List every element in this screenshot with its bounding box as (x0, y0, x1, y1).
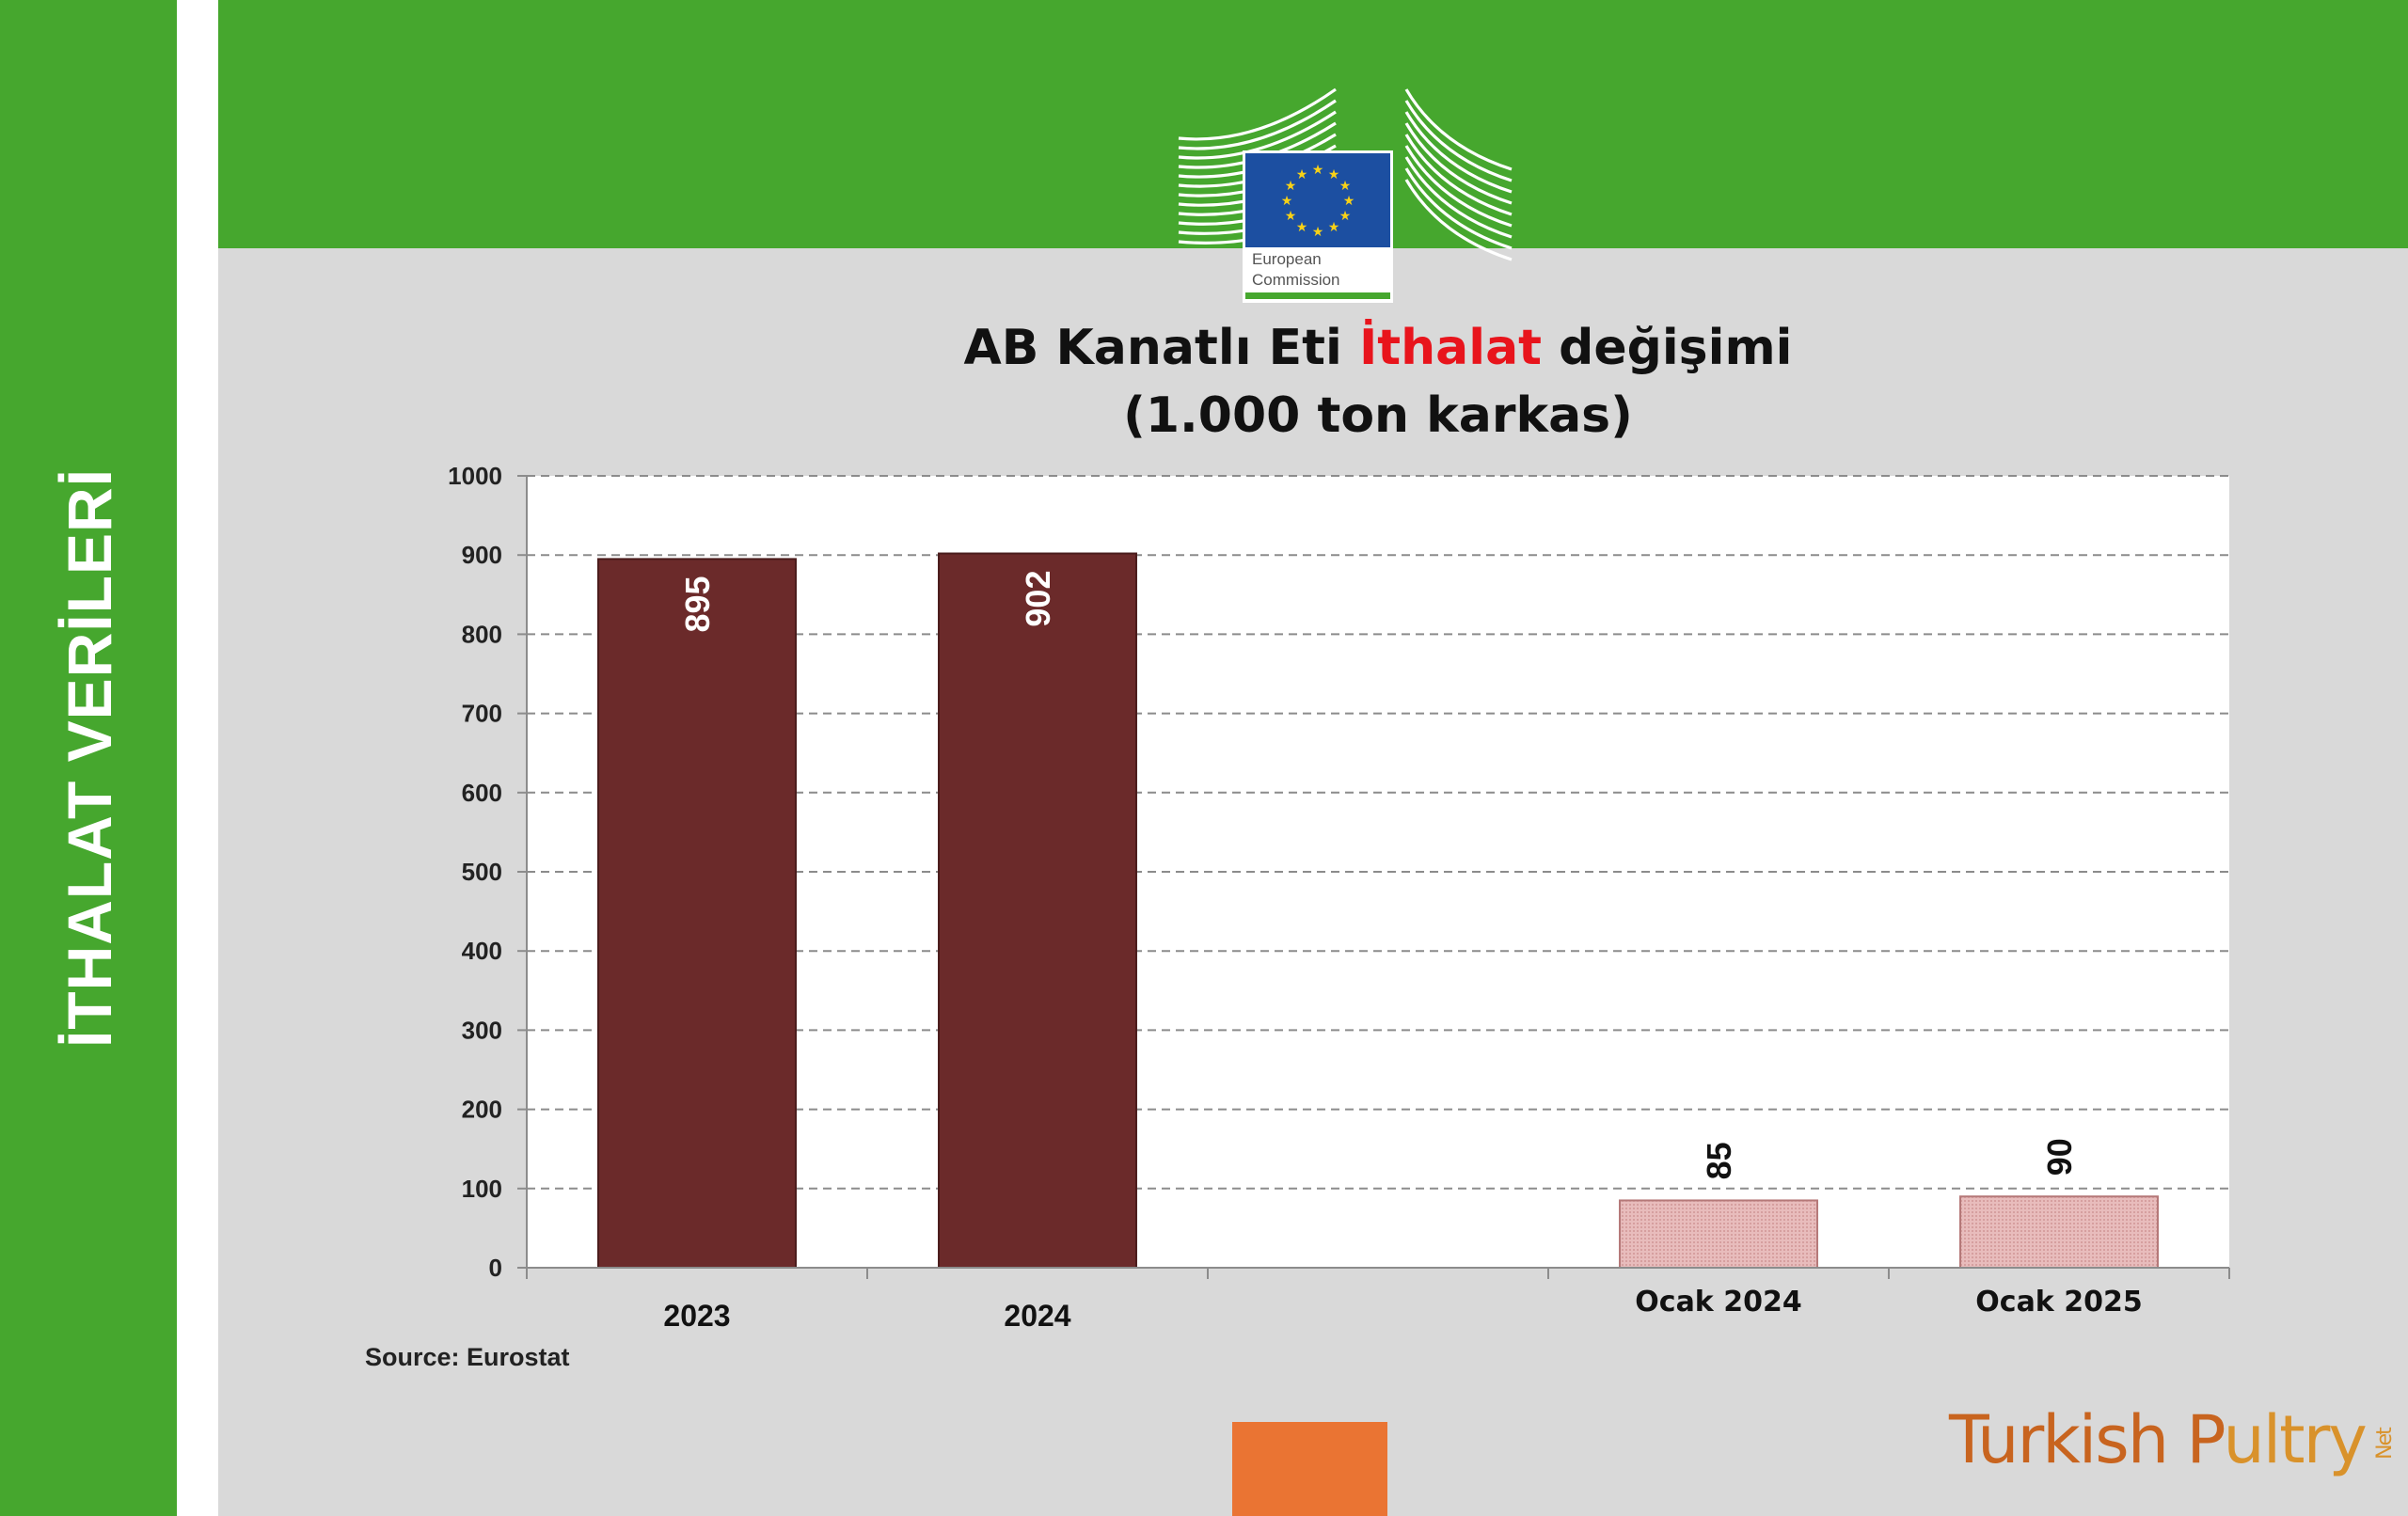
y-tick-label: 600 (462, 779, 502, 807)
svg-text:★: ★ (1296, 220, 1308, 235)
svg-text:★: ★ (1328, 220, 1340, 235)
svg-text:★: ★ (1296, 167, 1308, 182)
sidebar (0, 0, 177, 1516)
y-tick-label: 200 (462, 1096, 502, 1124)
sidebar-divider (177, 0, 218, 1516)
svg-text:★: ★ (1312, 225, 1324, 240)
brand-logo: Turkish Pultry Net (1949, 1401, 2400, 1478)
x-tick-label: 2024 (1004, 1299, 1070, 1333)
logo-text-line1: European (1252, 250, 1322, 268)
y-tick-label: 400 (462, 937, 502, 965)
svg-text:★: ★ (1339, 209, 1352, 224)
bar-value-label: 895 (678, 576, 717, 632)
chart-title-part1: AB Kanatlı Eti (963, 320, 1359, 376)
svg-text:★: ★ (1343, 194, 1355, 209)
chart-title: AB Kanatlı Eti İthalat değişimi (847, 320, 1909, 376)
source-note: Source: Eurostat (365, 1343, 570, 1371)
bar (597, 558, 797, 1269)
y-tick-label: 1000 (448, 462, 502, 490)
bar-value-label: 902 (1019, 571, 1057, 627)
y-tick-label: 500 (462, 858, 502, 886)
y-tick-label: 100 (462, 1175, 502, 1203)
chart-title-highlight: İthalat (1358, 320, 1543, 376)
svg-text:★: ★ (1285, 179, 1297, 194)
logo-text-line2: Commission (1252, 271, 1340, 289)
x-tick-label: Ocak 2024 (1635, 1286, 1801, 1319)
svg-text:★: ★ (1312, 163, 1324, 178)
chart-subtitle: (1.000 ton karkas) (1123, 387, 1633, 444)
bar-value-label: 85 (1700, 1142, 1738, 1179)
svg-text:★: ★ (1285, 209, 1297, 224)
orange-block (1232, 1422, 1387, 1516)
y-tick-label: 900 (462, 541, 502, 569)
brand-net: Net (2372, 1429, 2397, 1461)
y-tick-label: 700 (462, 700, 502, 728)
x-tick-label: Ocak 2025 (1975, 1286, 2142, 1319)
svg-text:★: ★ (1339, 179, 1352, 194)
y-tick-label: 800 (462, 620, 502, 648)
bar (1959, 1195, 2159, 1269)
european-commission-logo: ★ ★ ★ ★ ★ ★ ★ ★ ★ ★ ★ ★ European Commiss… (1178, 87, 1513, 303)
x-tick-label: 2023 (663, 1299, 730, 1333)
y-tick-label: 0 (489, 1254, 502, 1282)
bar (1619, 1199, 1818, 1270)
brand-part2: ultry (2223, 1401, 2367, 1478)
svg-text:★: ★ (1328, 167, 1340, 182)
bar-value-label: 90 (2040, 1138, 2079, 1176)
brand-part1: Turkish P (1949, 1401, 2225, 1478)
y-tick-label: 300 (462, 1016, 502, 1044)
chart-title-part2: değişimi (1542, 320, 1793, 376)
bar (938, 552, 1137, 1269)
svg-text:★: ★ (1281, 194, 1293, 209)
